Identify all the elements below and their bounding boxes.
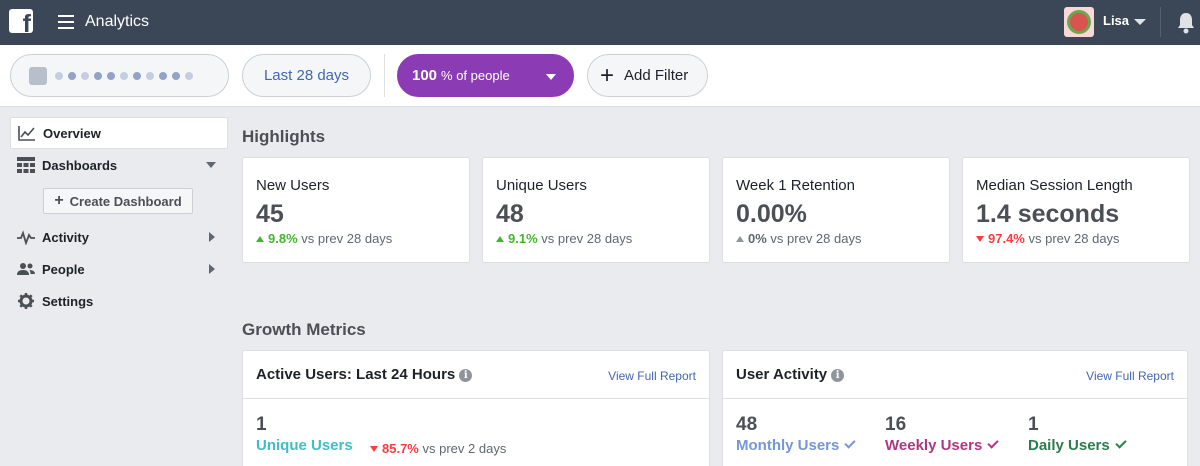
- view-full-report-link[interactable]: View Full Report: [1086, 369, 1174, 383]
- user-activity-panel: User Activity i View Full Report 48 Month…: [722, 350, 1188, 466]
- user-menu-caret-icon[interactable]: [1134, 19, 1146, 25]
- growth-metrics-title: Growth Metrics: [242, 320, 366, 339]
- sidebar-item-label: Overview: [43, 125, 101, 141]
- sidebar-item-people[interactable]: People: [10, 253, 228, 285]
- topbar-divider: [1160, 7, 1161, 37]
- monthly-users-metric[interactable]: 48 Monthly Users: [736, 414, 857, 454]
- date-range-button[interactable]: Last 28 days: [242, 54, 371, 97]
- weekly-users-metric[interactable]: 16 Weekly Users: [885, 414, 999, 454]
- highlight-card-median-session[interactable]: Median Session Length 1.4 seconds 97.4% …: [962, 157, 1190, 263]
- trend-down-icon: [370, 446, 378, 452]
- app-selector[interactable]: [10, 54, 229, 97]
- metric-value: 48: [736, 414, 758, 435]
- people-percent: 100: [412, 67, 438, 84]
- panel-title: User Activity i: [736, 366, 845, 383]
- metric-value: 1: [256, 414, 267, 435]
- sidebar-item-label: Activity: [42, 229, 89, 245]
- highlights-title: Highlights: [242, 127, 326, 146]
- metric-label: Unique Users: [256, 437, 353, 454]
- trend-up-icon: [496, 236, 504, 242]
- sidebar-item-activity[interactable]: Activity: [10, 221, 228, 253]
- chevron-down-icon: [546, 74, 556, 80]
- check-icon: [1115, 437, 1127, 449]
- app-title: Analytics: [85, 13, 150, 30]
- top-bar: f Analytics Lisa: [0, 0, 1200, 45]
- daily-users-metric[interactable]: 1 Daily Users: [1028, 414, 1127, 454]
- add-filter-label: Add Filter: [624, 67, 689, 84]
- avatar[interactable]: [1064, 7, 1094, 37]
- trend-down-icon: [976, 236, 984, 242]
- metric-label: Daily Users: [1028, 437, 1127, 454]
- user-name[interactable]: Lisa: [1103, 13, 1130, 28]
- card-value: 48: [496, 200, 524, 228]
- check-icon: [987, 437, 999, 449]
- card-delta: 97.4% vs prev 28 days: [976, 231, 1120, 246]
- panel-title: Active Users: Last 24 Hours i: [256, 366, 473, 383]
- sidebar-item-label: Settings: [42, 293, 94, 309]
- sidebar-item-settings[interactable]: Settings: [10, 285, 228, 317]
- card-delta: 9.8% vs prev 28 days: [256, 231, 392, 246]
- people-suffix: % of people: [441, 68, 510, 83]
- chevron-right-icon: [209, 232, 215, 242]
- view-full-report-link[interactable]: View Full Report: [608, 369, 696, 383]
- bell-icon[interactable]: [1176, 12, 1196, 34]
- chevron-right-icon: [209, 264, 215, 274]
- card-delta: 9.1% vs prev 28 days: [496, 231, 632, 246]
- highlight-card-new-users[interactable]: New Users 45 9.8% vs prev 28 days: [242, 157, 470, 263]
- activity-pulse-icon: [17, 230, 35, 245]
- card-label: Week 1 Retention: [736, 177, 855, 194]
- people-icon: [17, 263, 35, 275]
- panel-header: Active Users: Last 24 Hours i View Full R…: [243, 351, 709, 399]
- metric-label: Weekly Users: [885, 437, 999, 454]
- check-icon: [844, 437, 857, 449]
- sidebar-item-dashboards[interactable]: Dashboards: [10, 149, 228, 181]
- metric-label: Monthly Users: [736, 437, 857, 454]
- trend-up-icon: [256, 236, 264, 242]
- info-icon[interactable]: i: [459, 369, 473, 382]
- line-chart-icon: [18, 126, 35, 141]
- sidebar-item-label: People: [42, 261, 85, 277]
- panel-header: User Activity i View Full Report: [723, 351, 1187, 399]
- gear-icon: [18, 293, 34, 309]
- sidebar-item-label: Dashboards: [42, 157, 118, 173]
- metric-value: 1: [1028, 414, 1039, 435]
- metric-value: 16: [885, 414, 907, 435]
- facebook-logo-icon[interactable]: f: [9, 9, 33, 33]
- trend-flat-icon: [736, 236, 744, 242]
- plus-icon: +: [600, 61, 615, 89]
- card-label: Unique Users: [496, 177, 587, 194]
- chevron-down-icon[interactable]: [206, 162, 216, 168]
- card-label: New Users: [256, 177, 330, 194]
- unique-users-metric: 1 Unique Users: [256, 414, 353, 454]
- hamburger-icon[interactable]: [58, 15, 74, 29]
- people-segment-dropdown[interactable]: 100 % of people: [397, 54, 574, 97]
- filter-divider: [384, 54, 385, 97]
- sidebar-item-overview[interactable]: Overview: [10, 117, 228, 149]
- card-value: 45: [256, 200, 284, 228]
- create-dashboard-label: Create Dashboard: [69, 193, 182, 209]
- filter-bar: Last 28 days 100 % of people + Add Filte…: [0, 45, 1200, 107]
- highlight-card-unique-users[interactable]: Unique Users 48 9.1% vs prev 28 days: [482, 157, 710, 263]
- card-value: 1.4 seconds: [976, 200, 1120, 228]
- add-filter-button[interactable]: + Add Filter: [587, 54, 708, 97]
- card-delta: 0% vs prev 28 days: [736, 231, 861, 246]
- create-dashboard-button[interactable]: + Create Dashboard: [43, 188, 193, 214]
- plus-icon: +: [54, 192, 64, 209]
- card-value: 0.00%: [736, 200, 807, 228]
- active-users-delta: 85.7% vs prev 2 days: [370, 441, 506, 456]
- card-label: Median Session Length: [976, 177, 1133, 194]
- info-icon[interactable]: i: [831, 369, 845, 382]
- dashboard-grid-icon: [17, 157, 35, 173]
- active-users-panel: Active Users: Last 24 Hours i View Full R…: [242, 350, 710, 466]
- highlight-card-week1-retention[interactable]: Week 1 Retention 0.00% 0% vs prev 28 day…: [722, 157, 950, 263]
